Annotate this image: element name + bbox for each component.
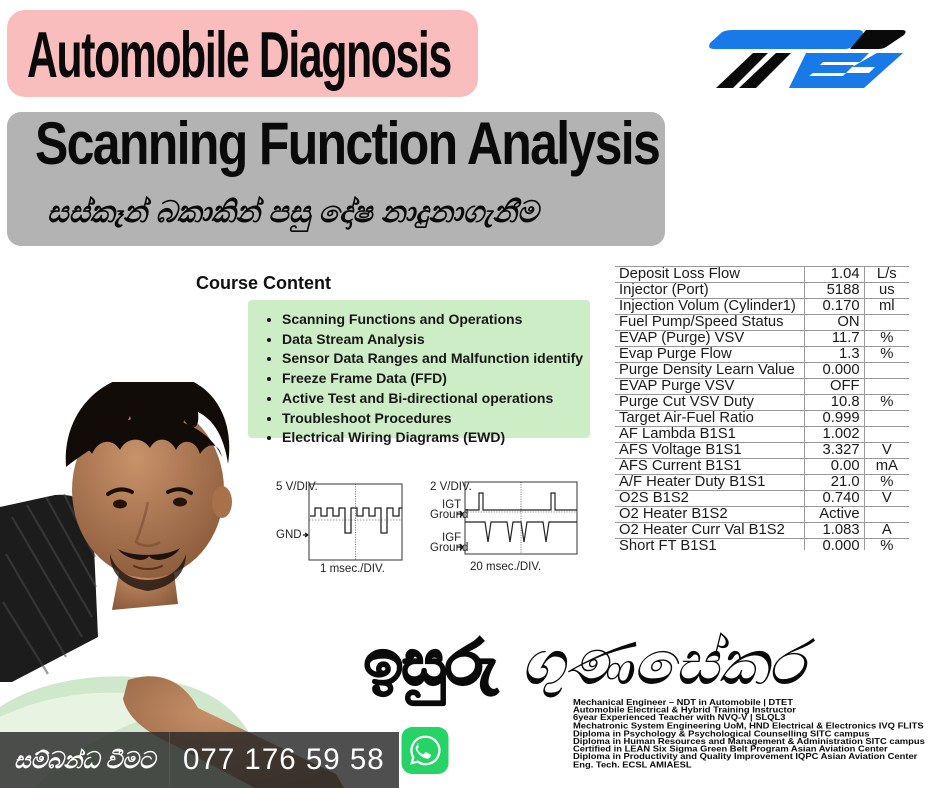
svg-text:20 msec./DIV.: 20 msec./DIV. (470, 561, 541, 573)
svg-text:GND: GND (276, 529, 302, 541)
svg-text:1 msec./DIV.: 1 msec./DIV. (320, 563, 385, 575)
svg-text:2 V/DIV.: 2 V/DIV. (430, 481, 472, 493)
svg-text:5 V/DIV.: 5 V/DIV. (276, 481, 318, 493)
